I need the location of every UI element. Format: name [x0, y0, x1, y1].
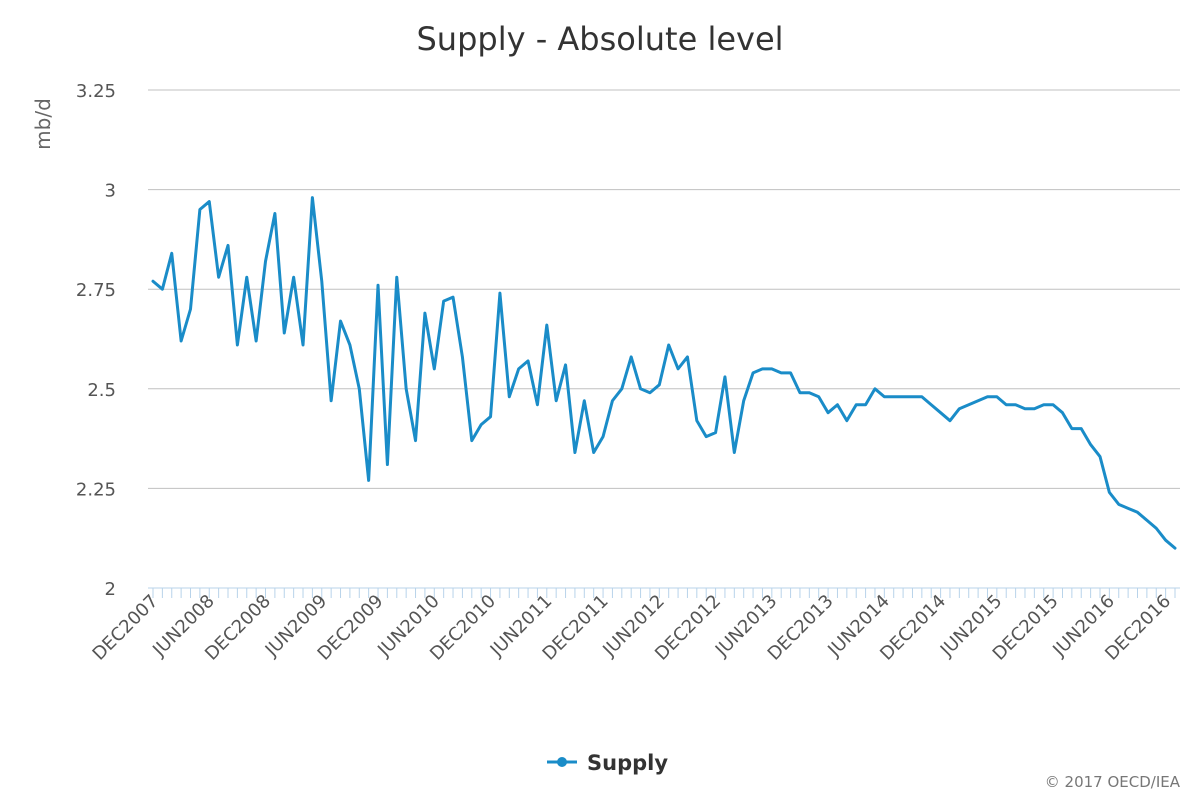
- x-tick-label: DEC2007: [89, 591, 163, 665]
- x-axis-ticks: DEC2007JUN2008DEC2008JUN2009DEC2009JUN20…: [89, 591, 1176, 665]
- copyright-credit: © 2017 OECD/IEA: [1045, 773, 1181, 791]
- y-tick-label: 2.25: [76, 479, 116, 500]
- y-axis-label: mb/d: [31, 98, 55, 150]
- series-supply: [151, 196, 1177, 550]
- y-tick-label: 3.25: [76, 81, 116, 102]
- y-tick-label: 3: [105, 181, 116, 202]
- gridlines: [148, 89, 1180, 489]
- y-tick-label: 2.5: [87, 380, 116, 401]
- legend[interactable]: Supply: [547, 751, 668, 775]
- chart-title: Supply - Absolute level: [416, 20, 783, 58]
- legend-marker: [557, 757, 567, 767]
- y-axis-ticks: 2 2.25 2.5 2.75 3 3.25: [76, 81, 116, 600]
- x-axis: [148, 587, 1180, 598]
- series-line-supply: [151, 196, 1177, 550]
- y-tick-label: 2.75: [76, 280, 116, 301]
- legend-label-supply: Supply: [587, 751, 668, 775]
- y-tick-label: 2: [105, 579, 116, 600]
